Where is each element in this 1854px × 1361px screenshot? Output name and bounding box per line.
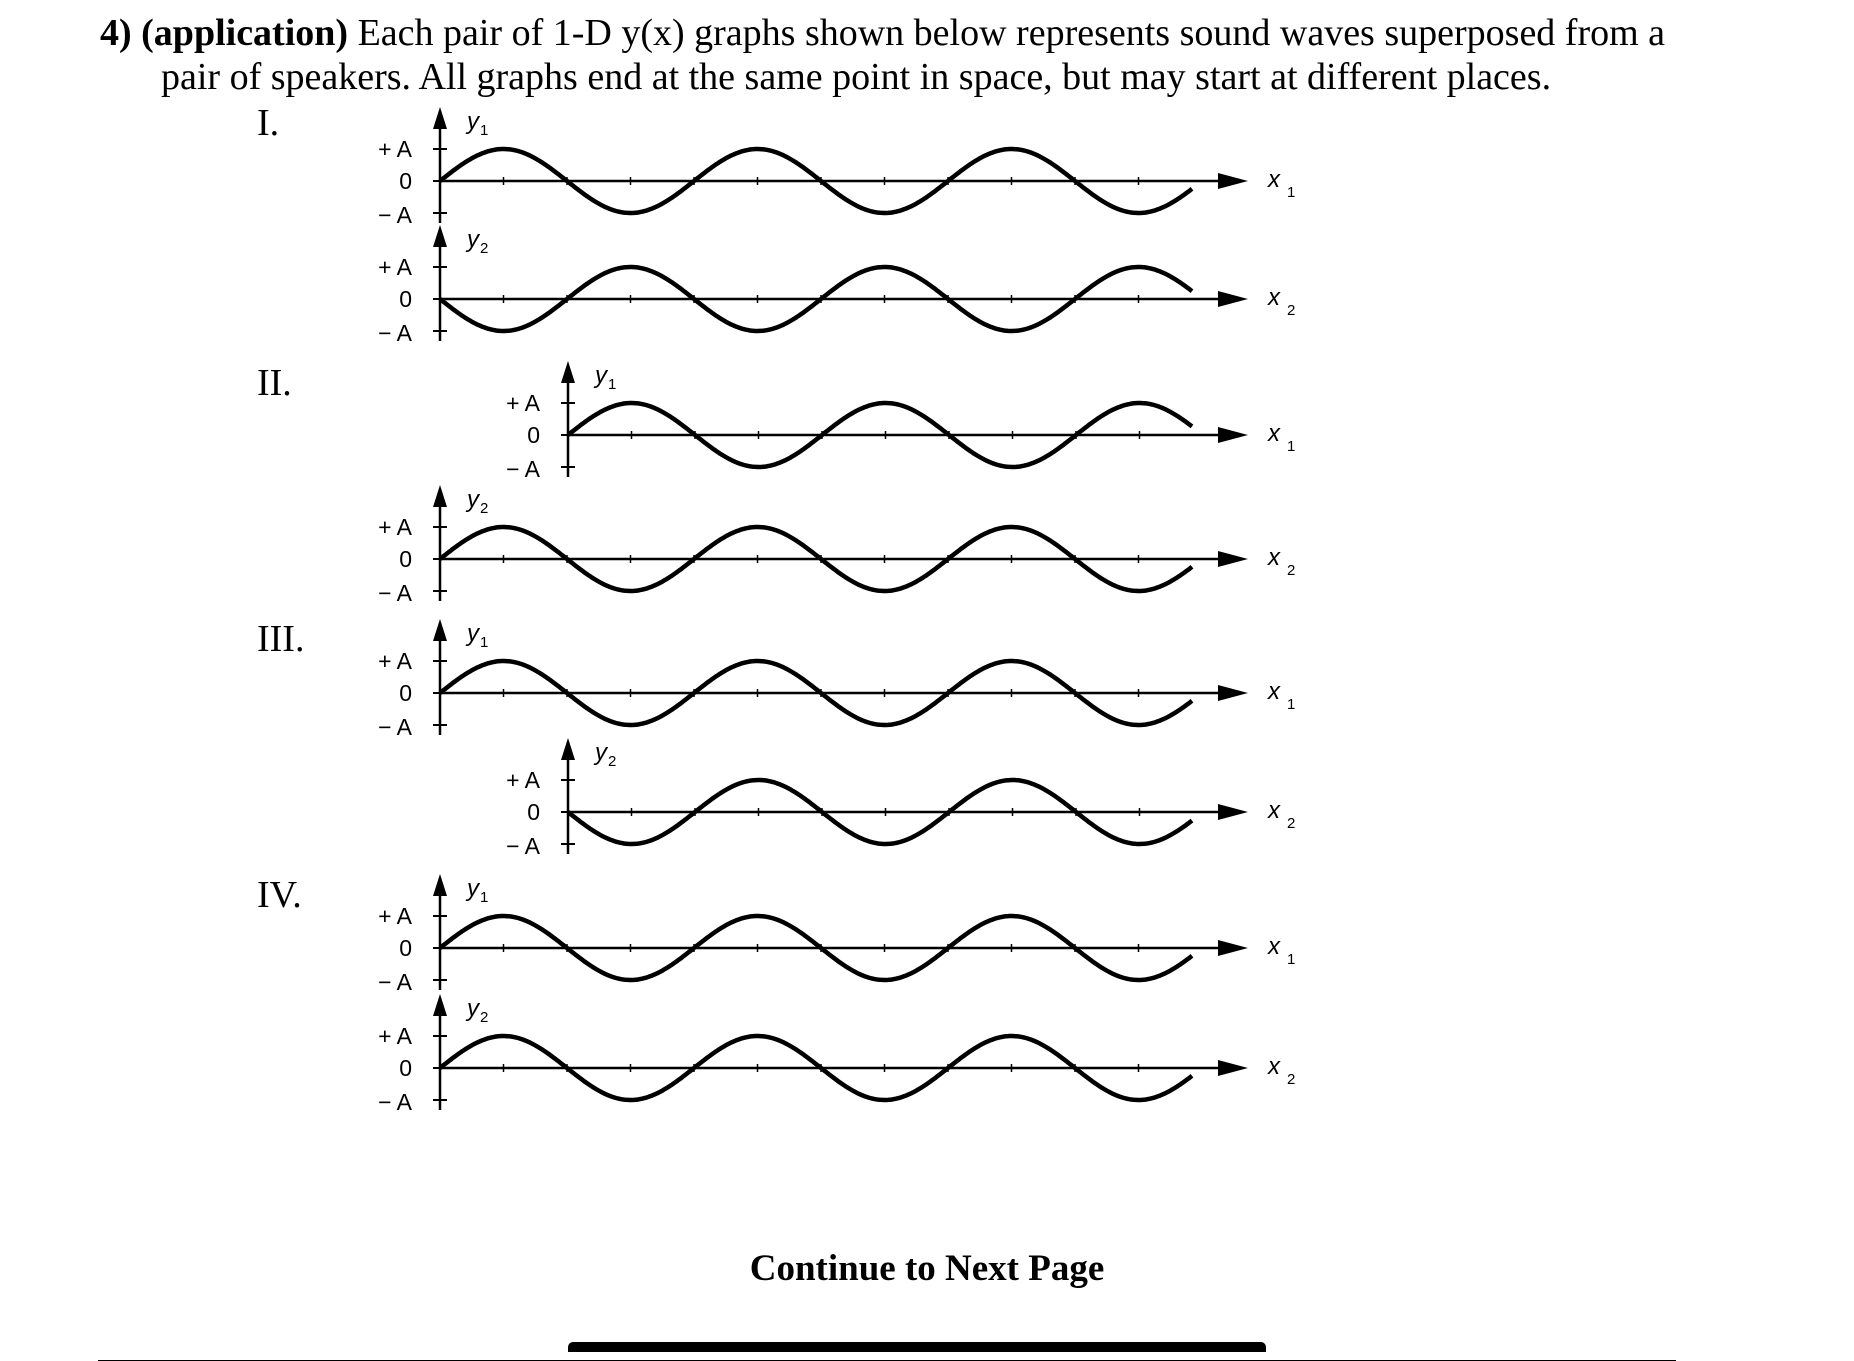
panel4-graph1-y-sub: 1 bbox=[480, 889, 488, 906]
panel2-graph2-y-sub: 2 bbox=[480, 500, 488, 517]
panel-label-iv: IV. bbox=[257, 874, 302, 916]
panel2-graph2-x-name: x bbox=[1267, 544, 1281, 571]
panel3-graph1-x-name: x bbox=[1267, 678, 1281, 705]
panel4-graph1-wave bbox=[438, 913, 1194, 983]
panel2-graph2-label-minus-a: − A bbox=[378, 580, 413, 606]
panel3-graph2-y-sub: 2 bbox=[608, 753, 616, 770]
panel1-graph1-label-zero: 0 bbox=[399, 168, 412, 194]
panel3-graph1-label-zero: 0 bbox=[399, 680, 412, 706]
panel2-graph2-y-name: y bbox=[465, 486, 481, 513]
panel3-graph1-label-plus-a: + A bbox=[378, 648, 413, 674]
panel4-graph2-y-arrow bbox=[433, 994, 447, 1016]
panel2-graph1-y-arrow bbox=[561, 361, 575, 383]
panel1-graph2-y-name: y bbox=[465, 226, 481, 253]
panel2-graph2-label-plus-a: + A bbox=[378, 514, 413, 540]
panel1-graph2-y-arrow bbox=[433, 225, 447, 247]
panel3-graph1-y-name: y bbox=[465, 620, 481, 647]
panel2-graph1-y-sub: 1 bbox=[608, 376, 616, 393]
panel1-graph1-wave bbox=[438, 146, 1194, 216]
question-number: 4) bbox=[100, 12, 132, 54]
panel1-graph2-x-sub: 2 bbox=[1287, 302, 1295, 319]
continue-text: Continue to Next Page bbox=[749, 1248, 1105, 1289]
panel1-graph2-wave bbox=[438, 264, 1194, 334]
panel4-graph2-y-name: y bbox=[465, 995, 481, 1022]
panel4-graph1-y-arrow bbox=[433, 874, 447, 896]
panel4-graph2-label-zero: 0 bbox=[399, 1055, 412, 1081]
panel1-graph1-y-sub: 1 bbox=[480, 122, 488, 139]
panel4-graph1-label-minus-a: − A bbox=[378, 969, 413, 995]
panel3-graph1-label-minus-a: − A bbox=[378, 714, 413, 740]
panel2-graph2-y-arrow bbox=[433, 485, 447, 507]
panel4-graph1-x-sub: 1 bbox=[1287, 951, 1295, 968]
panel2-graph1-wave bbox=[566, 400, 1194, 470]
panel2-graph1-y-name: y bbox=[593, 362, 609, 389]
panel4-graph2-wave bbox=[438, 1033, 1194, 1103]
panel4-graph2-x-name: x bbox=[1267, 1053, 1281, 1080]
panel4-graph2-x-arrow bbox=[1218, 1060, 1248, 1076]
panel1-graph1-x-arrow bbox=[1218, 173, 1248, 189]
question-text-1: Each pair of 1-D y(x) graphs shown below… bbox=[348, 12, 1666, 54]
panel4-graph2-label-plus-a: + A bbox=[378, 1023, 413, 1049]
panel3-graph1-y-arrow bbox=[433, 619, 447, 641]
panel3-graph2-x-name: x bbox=[1267, 797, 1281, 824]
panel2-graph2-label-zero: 0 bbox=[399, 546, 412, 572]
panel1-graph2-x-arrow bbox=[1218, 291, 1248, 307]
panel1-graph2-x-name: x bbox=[1267, 284, 1281, 311]
panel-label-iii: III. bbox=[257, 618, 305, 660]
panel2-graph2-wave bbox=[438, 524, 1194, 594]
panel3-graph1-x-arrow bbox=[1218, 685, 1248, 701]
panel1-graph1-x-name: x bbox=[1267, 166, 1281, 193]
panel4-graph2-label-minus-a: − A bbox=[378, 1089, 413, 1115]
panel2-graph1-x-arrow bbox=[1218, 427, 1248, 443]
panel2-graph2-x-sub: 2 bbox=[1287, 562, 1295, 579]
panel3-graph2-wave bbox=[566, 777, 1194, 847]
panel1-graph2-label-zero: 0 bbox=[399, 286, 412, 312]
home-indicator[interactable] bbox=[568, 1342, 1266, 1352]
panel1-graph1-label-plus-a: + A bbox=[378, 136, 413, 162]
panel3-graph2-label-plus-a: + A bbox=[506, 767, 541, 793]
panel4-graph2-y-sub: 2 bbox=[480, 1009, 488, 1026]
panel3-graph1-x-sub: 1 bbox=[1287, 696, 1295, 713]
panel1-graph2-label-minus-a: − A bbox=[378, 320, 413, 346]
panel1-graph1-y-arrow bbox=[433, 107, 447, 129]
panel2-graph1-x-sub: 1 bbox=[1287, 438, 1295, 455]
panel1-graph2-label-plus-a: + A bbox=[378, 254, 413, 280]
panel2-graph1-label-plus-a: + A bbox=[506, 390, 541, 416]
panel4-graph1-x-arrow bbox=[1218, 940, 1248, 956]
panel1-graph1-y-name: y bbox=[465, 108, 481, 135]
panel3-graph2-y-arrow bbox=[561, 738, 575, 760]
panel-label-i: I. bbox=[257, 102, 280, 144]
question-tag: (application) bbox=[141, 12, 349, 54]
panel3-graph2-x-sub: 2 bbox=[1287, 815, 1295, 832]
panel2-graph1-x-name: x bbox=[1267, 420, 1281, 447]
panel1-graph2-y-sub: 2 bbox=[480, 240, 488, 257]
panel1-graph1-x-sub: 1 bbox=[1287, 184, 1295, 201]
panel4-graph1-label-zero: 0 bbox=[399, 935, 412, 961]
panel4-graph1-x-name: x bbox=[1267, 933, 1281, 960]
panel2-graph1-label-minus-a: − A bbox=[506, 456, 541, 482]
panel3-graph2-label-minus-a: − A bbox=[506, 833, 541, 859]
panel4-graph1-label-plus-a: + A bbox=[378, 903, 413, 929]
panel4-graph2-x-sub: 2 bbox=[1287, 1071, 1295, 1088]
panel3-graph1-y-sub: 1 bbox=[480, 634, 488, 651]
panel4-graph1-y-name: y bbox=[465, 875, 481, 902]
panel3-graph2-label-zero: 0 bbox=[527, 799, 540, 825]
panel2-graph1-label-zero: 0 bbox=[527, 422, 540, 448]
panel3-graph1-wave bbox=[438, 658, 1194, 728]
panel-label-ii: II. bbox=[257, 362, 292, 404]
question-line-1: 4) (application) Each pair of 1-D y(x) g… bbox=[100, 14, 1665, 52]
panel2-graph2-x-arrow bbox=[1218, 551, 1248, 567]
panel3-graph2-y-name: y bbox=[593, 739, 609, 766]
panel3-graph2-x-arrow bbox=[1218, 804, 1248, 820]
panel1-graph1-label-minus-a: − A bbox=[378, 202, 413, 228]
question-line-2: pair of speakers. All graphs end at the … bbox=[161, 56, 1552, 98]
